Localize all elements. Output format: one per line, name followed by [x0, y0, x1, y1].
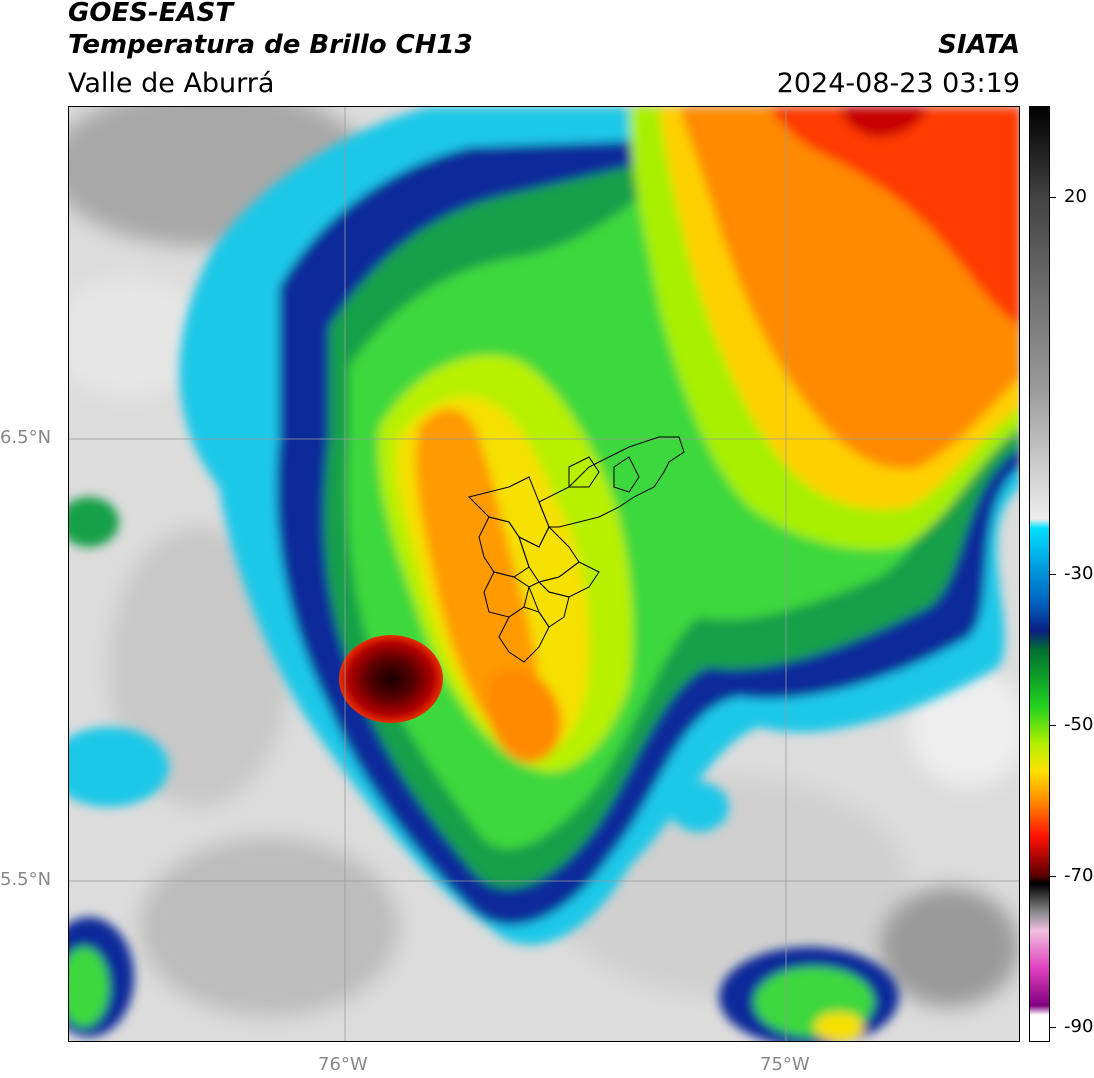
colorbar-tick-label: 20 [1064, 186, 1087, 207]
product-title: Temperatura de Brillo CH13 [68, 30, 473, 60]
colorbar-tick-label: -90 [1064, 1016, 1094, 1037]
convective-core [339, 635, 443, 723]
colorbar-tick-label: -30 [1064, 563, 1094, 584]
colorbar-tick [1050, 876, 1056, 877]
lat-label-6-5: 6.5°N [0, 427, 52, 448]
region-title: Valle de Aburrá [68, 68, 275, 99]
lat-label-5-5: 5.5°N [0, 869, 52, 890]
convective-cloud-field [69, 107, 1019, 1041]
datetime-title: 2024-08-23 03:19 [776, 68, 1020, 99]
colorbar-tick [1050, 197, 1056, 198]
colorbar-tick [1050, 574, 1056, 575]
graticule [69, 107, 1019, 1041]
colorbar-tick-label: -70 [1064, 865, 1094, 886]
lon-label-75w: 75°W [760, 1054, 810, 1075]
institution-title: SIATA [938, 30, 1020, 60]
colorbar [1029, 106, 1050, 1042]
colorbar-tick [1050, 725, 1056, 726]
satellite-title: GOES-EAST [68, 0, 234, 28]
satellite-map[interactable] [68, 106, 1020, 1042]
colorbar-tick [1050, 1027, 1056, 1028]
lon-label-76w: 76°W [318, 1054, 368, 1075]
municipal-boundaries [468, 436, 685, 663]
colorbar-tick-label: -50 [1064, 714, 1094, 735]
